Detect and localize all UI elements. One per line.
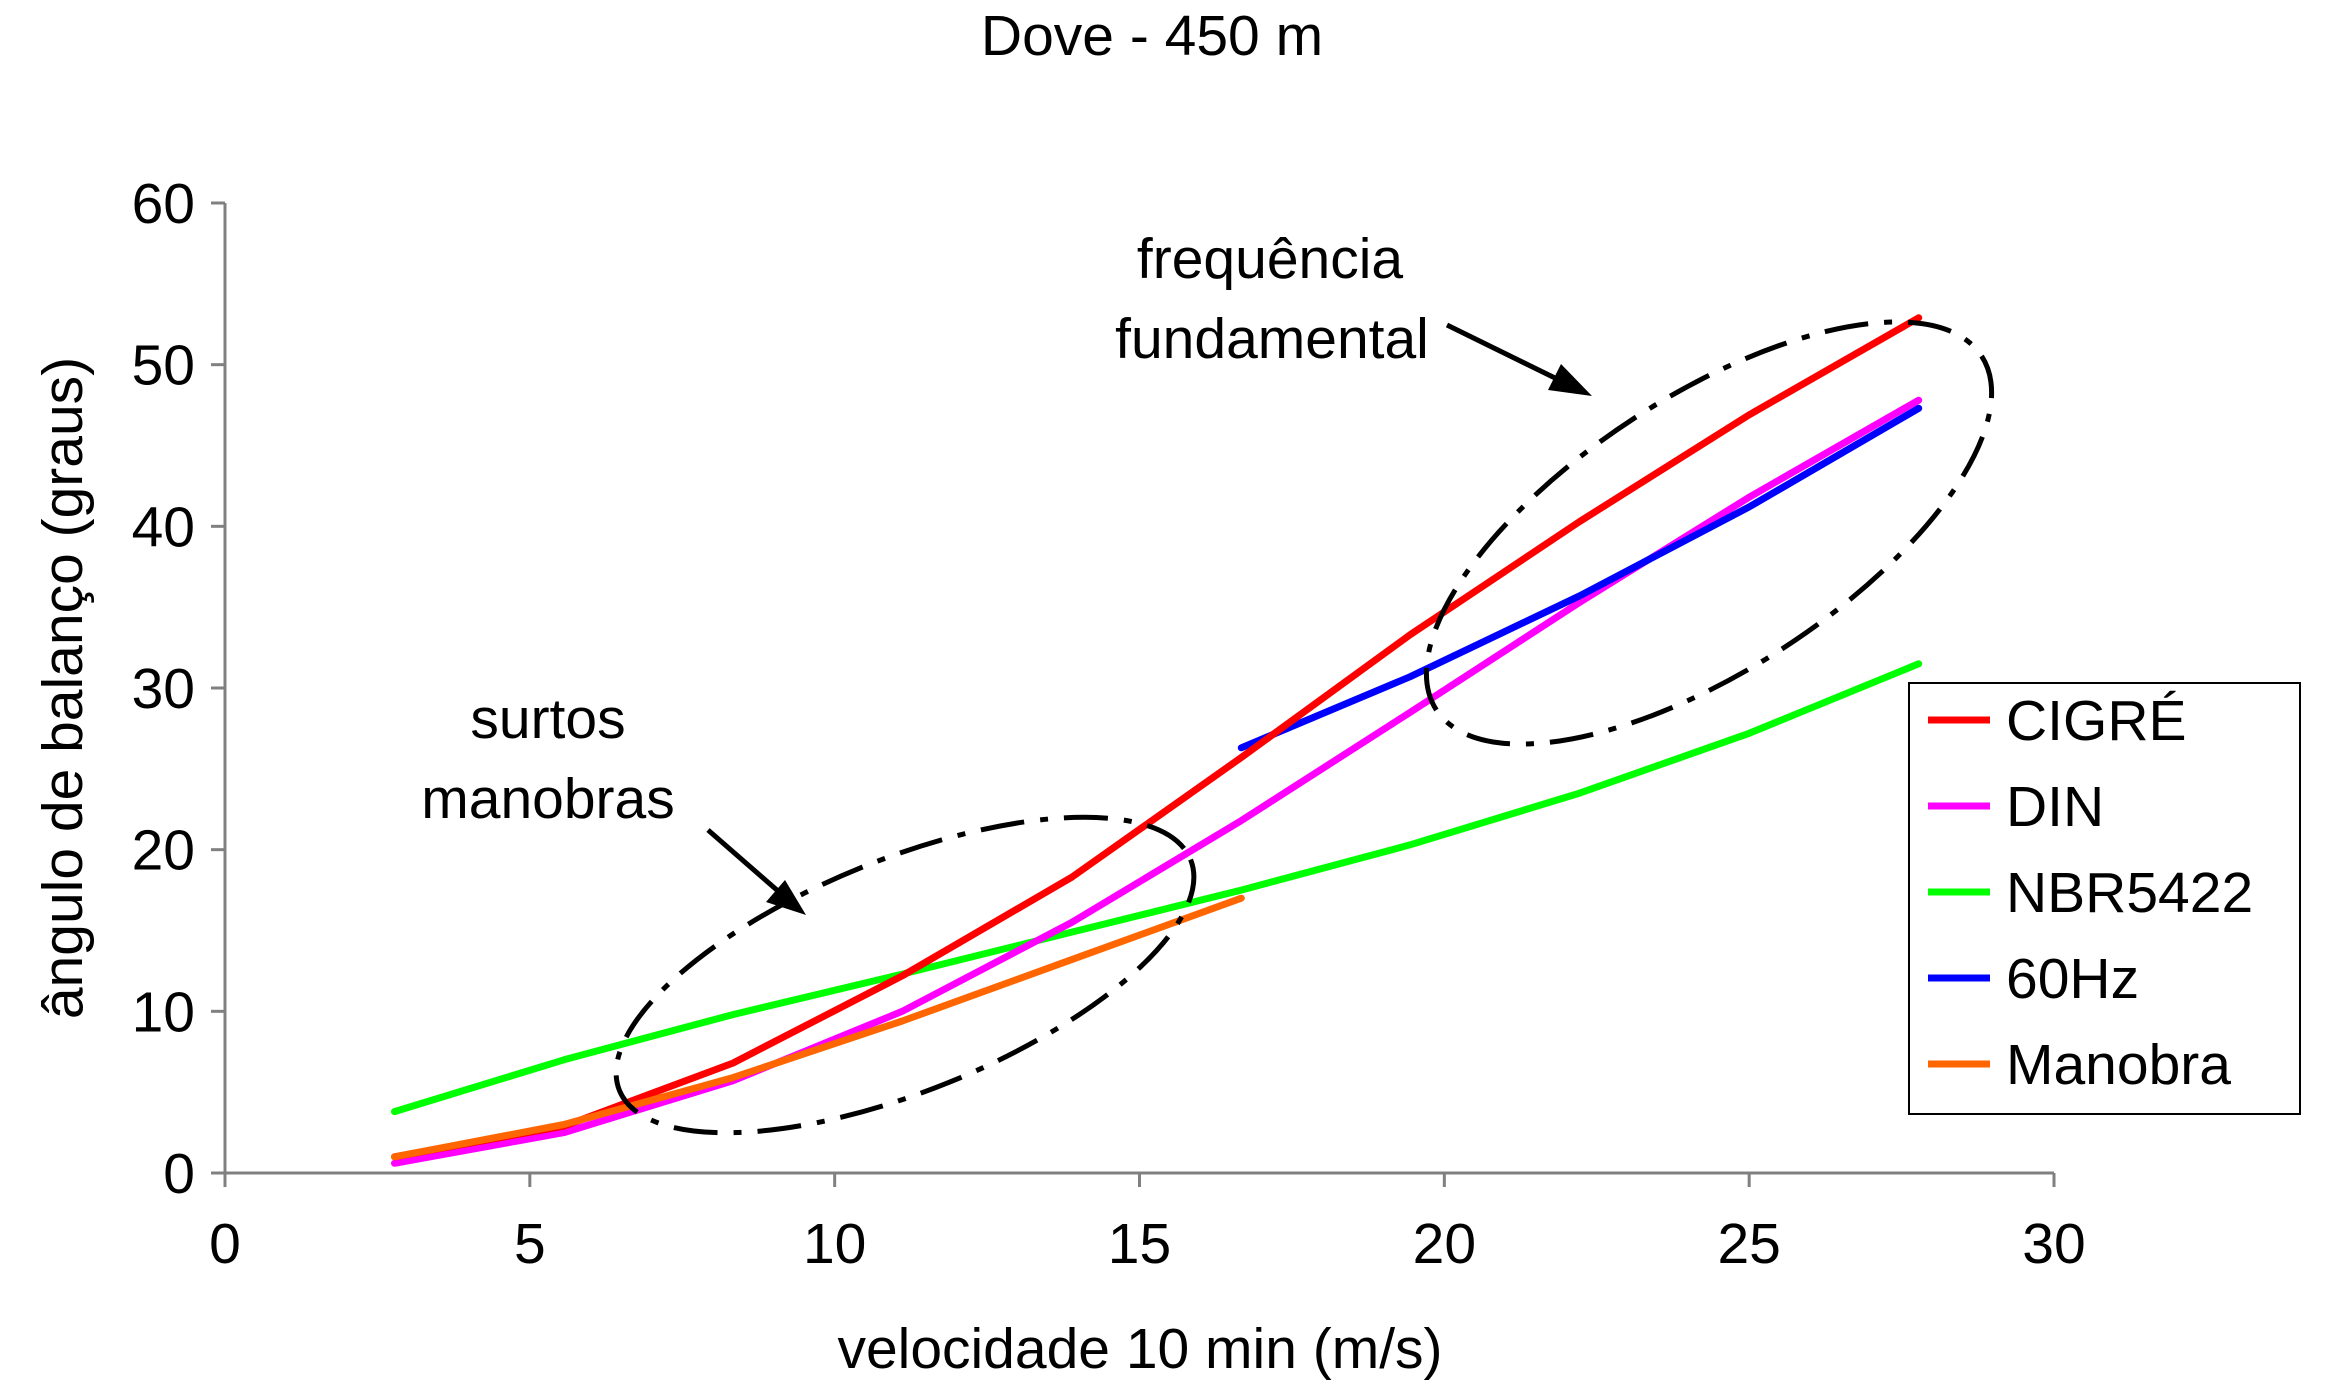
chart-title: Dove - 450 m <box>981 4 1323 68</box>
legend-label: NBR5422 <box>2006 861 2253 925</box>
series-line-nbr5422 <box>391 660 1923 1116</box>
x-tick-label: 15 <box>1108 1212 1171 1276</box>
x-tick-label: 20 <box>1413 1212 1476 1276</box>
annotation-freq-arrowhead <box>1548 364 1592 396</box>
x-tick-label: 25 <box>1717 1212 1780 1276</box>
series-line-cigr- <box>391 314 1923 1161</box>
annotation-freq-line2: fundamental <box>1115 307 1429 371</box>
y-tick-label: 0 <box>163 1142 195 1206</box>
legend-label: DIN <box>2006 775 2104 839</box>
series-line-manobra <box>391 894 1245 1161</box>
x-tick-label: 5 <box>514 1212 546 1276</box>
annotation-surtos-ellipse <box>613 814 1197 1136</box>
axis-ticks: 0 10 20 30 40 50 60 0 5 10 15 20 25 30 <box>132 172 2086 1276</box>
legend-label: CIGRÉ <box>2006 689 2187 753</box>
y-tick-label: 60 <box>132 172 195 236</box>
annotation-surtos-arrowhead <box>766 880 806 915</box>
legend-items: CIGRÉ DIN NBR5422 60Hz Manobra <box>1928 689 2253 1097</box>
annotation-surtos-line2: manobras <box>421 767 674 831</box>
series-lines <box>391 314 1923 1167</box>
y-axis-title: ângulo de balanço (graus) <box>31 357 95 1019</box>
series-line-60hz <box>1237 404 1923 752</box>
annotation-surtos-line1: surtos <box>470 687 625 751</box>
legend-label: 60Hz <box>2006 947 2139 1011</box>
plot-area: 0 10 20 30 40 50 60 0 5 10 15 20 25 30 <box>132 172 2086 1276</box>
annotation-surtos-arrow <box>706 828 780 893</box>
annotation-surtos: surtos manobras <box>421 687 1197 1136</box>
y-tick-label: 20 <box>132 819 195 883</box>
annotation-freq-line1: frequência <box>1137 227 1403 291</box>
y-tick-label: 50 <box>132 334 195 398</box>
y-tick-label: 40 <box>132 495 195 559</box>
x-axis-title: velocidade 10 min (m/s) <box>837 1317 1442 1381</box>
annotation-freq-ellipse <box>1423 319 1995 747</box>
annotation-frequencia: frequência fundamental <box>1115 227 1995 747</box>
x-tick-label: 10 <box>803 1212 866 1276</box>
y-tick-label: 30 <box>132 657 195 721</box>
legend-box <box>1908 682 2301 1115</box>
y-tick-label: 10 <box>132 980 195 1044</box>
legend-label: Manobra <box>2006 1033 2231 1097</box>
annotation-freq-arrow <box>1445 322 1557 381</box>
x-tick-label: 0 <box>209 1212 241 1276</box>
legend: CIGRÉ DIN NBR5422 60Hz Manobra <box>1908 682 2301 1115</box>
x-tick-label: 30 <box>2022 1212 2085 1276</box>
